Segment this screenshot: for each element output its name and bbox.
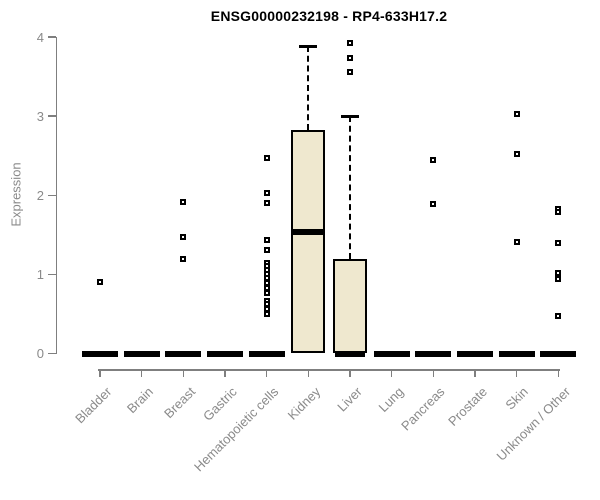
median-line-skin [498, 350, 535, 357]
x-tick-label: Prostate [444, 384, 490, 429]
x-tick-label: Unknown / Other [493, 384, 573, 464]
outlier-point [430, 156, 437, 163]
outlier-point [263, 310, 270, 317]
x-tick-label: Gastric [199, 384, 240, 424]
median-line-brain [123, 350, 160, 357]
median-line-lung [373, 350, 410, 357]
outlier-point [513, 151, 520, 158]
y-tick-label: 3 [36, 108, 44, 124]
x-tick-label: Brain [124, 384, 157, 417]
median-line-breast [165, 350, 202, 357]
outlier-point [555, 269, 562, 276]
outlier-point [263, 155, 270, 162]
outlier-point [347, 68, 354, 75]
x-axis-line [98, 369, 561, 371]
x-tick [99, 369, 101, 377]
median-line-prostate [457, 350, 494, 357]
outlier-point [263, 200, 270, 207]
x-tick-label: Liver [334, 384, 365, 415]
x-tick [140, 369, 143, 377]
x-tick-label: Bladder [72, 384, 115, 427]
y-tick [47, 194, 56, 196]
median-line-pancreas [415, 350, 452, 357]
x-tick-label: Pancreas [398, 384, 448, 434]
outlier-point [97, 279, 103, 286]
median-line-liver [335, 350, 366, 357]
outlier-point [430, 200, 437, 207]
x-tick [307, 369, 310, 377]
x-tick [474, 369, 476, 377]
x-tick-label: Kidney [284, 384, 323, 423]
box-kidney [291, 129, 326, 354]
outlier-point [555, 313, 562, 320]
chart-title: ENSG00000232198 - RP4-633H17.2 [210, 8, 448, 24]
y-tick-label: 0 [36, 346, 44, 361]
outlier-point [555, 239, 562, 246]
x-tick [182, 369, 185, 377]
y-axis-line [55, 37, 57, 354]
y-tick [47, 352, 56, 355]
whisker-cap-liver [341, 115, 360, 118]
outlier-point [180, 199, 187, 206]
x-tick-label: Skin [502, 384, 532, 413]
y-tick-label: 4 [36, 29, 44, 45]
median-line-unknown-other [540, 350, 577, 357]
y-tick [47, 36, 56, 38]
median-line-bladder [82, 350, 118, 357]
median-line-kidney [293, 228, 324, 235]
x-tick [390, 369, 393, 377]
outlier-point [263, 284, 270, 291]
whisker-line-liver [349, 116, 352, 259]
y-tick-label: 1 [36, 266, 44, 282]
x-tick [432, 369, 435, 377]
x-tick [265, 369, 268, 377]
whisker-cap-kidney [299, 45, 318, 48]
outlier-point [347, 40, 354, 47]
outlier-point [555, 208, 562, 215]
y-tick-label: 2 [36, 187, 44, 203]
x-tick-label: Breast [160, 384, 198, 422]
outlier-point [347, 55, 354, 62]
outlier-point [263, 290, 270, 297]
outlier-point [180, 255, 187, 262]
x-tick-label: Lung [375, 384, 407, 416]
box-liver [333, 258, 368, 354]
whisker-line-kidney [307, 46, 310, 130]
outlier-point [180, 234, 187, 241]
y-tick [47, 115, 56, 117]
y-tick [47, 273, 56, 276]
outlier-point [513, 110, 520, 117]
outlier-point [263, 189, 270, 196]
median-line-hematopoietic-cells [248, 350, 285, 357]
x-tick [349, 369, 351, 377]
outlier-point [263, 237, 270, 244]
outlier-point [555, 276, 562, 283]
outlier-point [513, 238, 520, 245]
x-tick [224, 369, 226, 377]
median-line-gastric [207, 350, 243, 357]
x-tick [557, 369, 560, 377]
x-tick [515, 369, 518, 377]
outlier-point [263, 246, 270, 253]
